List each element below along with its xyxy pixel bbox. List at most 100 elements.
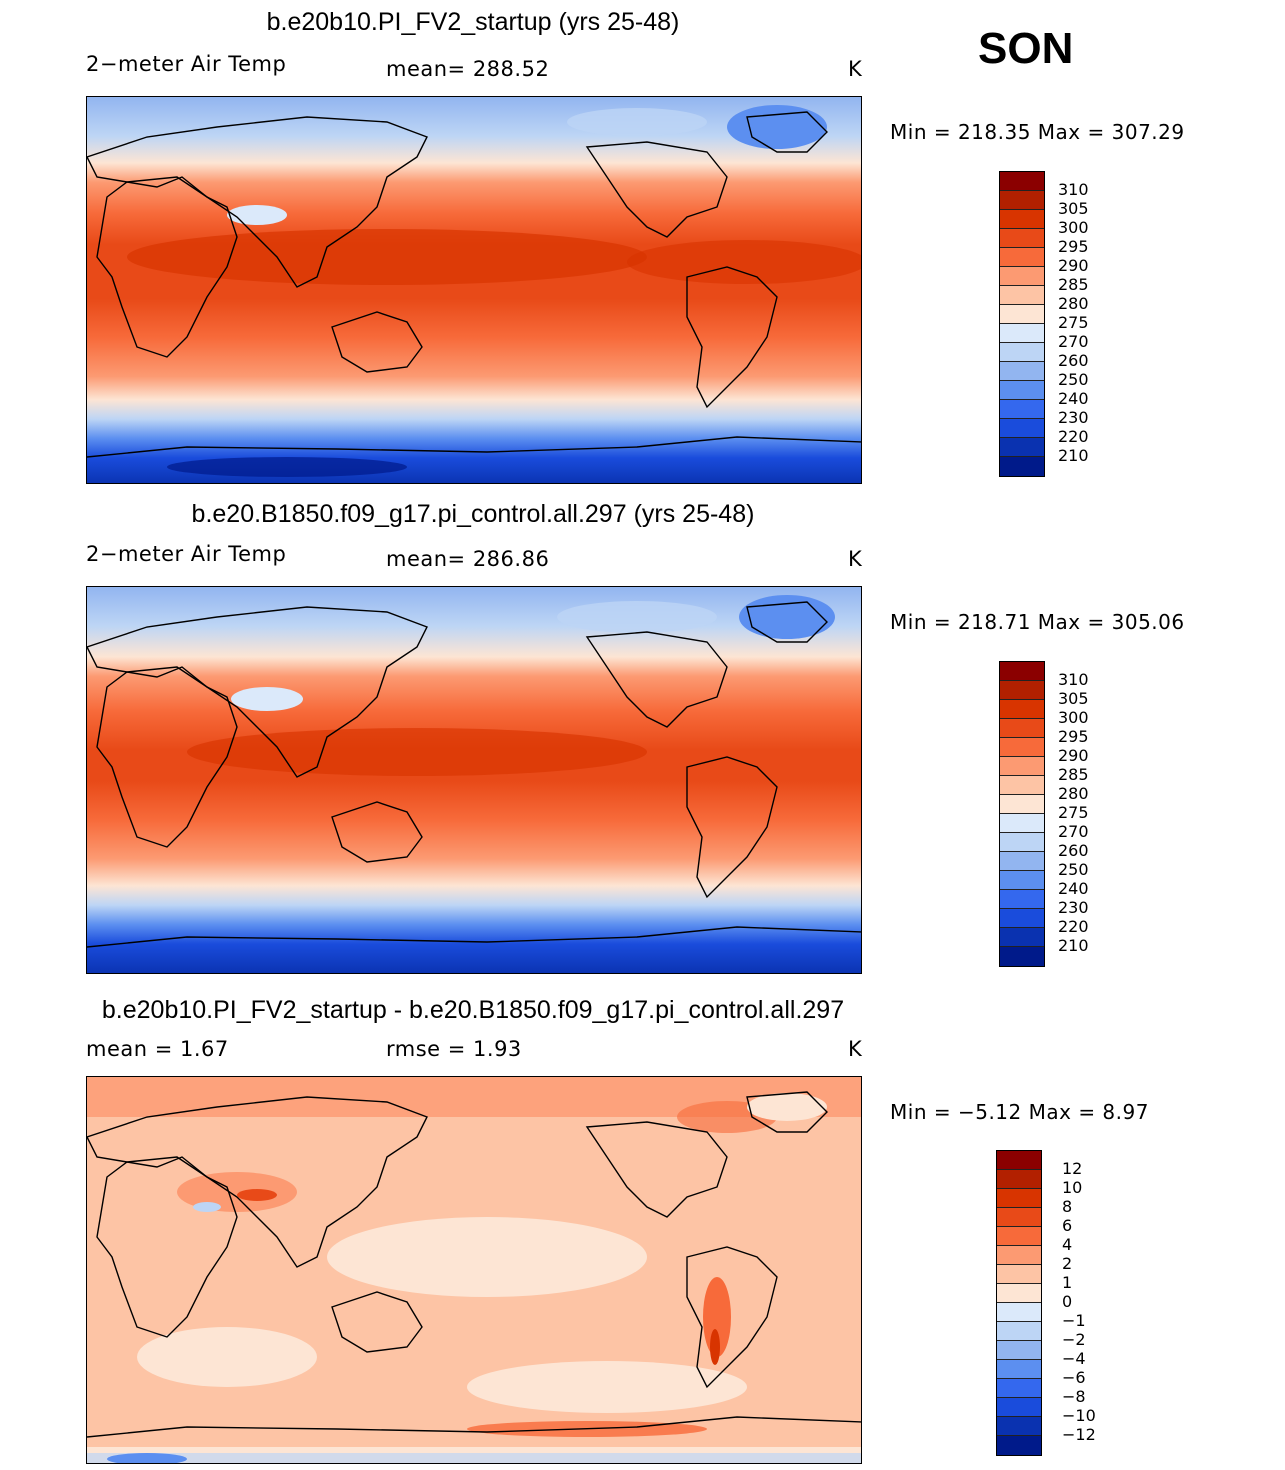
colorbar-swatch	[997, 1341, 1041, 1360]
colorbar-swatch	[1000, 947, 1044, 966]
colorbar-tick-label: 270	[1058, 332, 1089, 351]
panel-3-map	[86, 1076, 862, 1464]
colorbar-tick-label: 260	[1058, 841, 1089, 860]
colorbar-swatch	[997, 1398, 1041, 1417]
colorbar-swatch	[997, 1417, 1041, 1436]
colorbar-swatch	[1000, 457, 1044, 476]
colorbar-swatch	[1000, 757, 1044, 776]
panel-2-title: b.e20.B1850.f09_g17.pi_control.all.297 (…	[191, 500, 755, 528]
colorbar-tick-label: −1	[1062, 1311, 1086, 1330]
panel-2-variable-label: 2−meter Air Temp	[86, 542, 287, 566]
colorbar-tick-label: 305	[1058, 689, 1089, 708]
panel-1-temperature-field	[87, 97, 861, 483]
colorbar-swatch	[1000, 362, 1044, 381]
colorbar-swatch	[997, 1303, 1041, 1322]
colorbar-swatch	[1000, 871, 1044, 890]
colorbar-swatch	[997, 1246, 1041, 1265]
colorbar-swatch	[1000, 738, 1044, 757]
colorbar-tick-label: 285	[1058, 275, 1089, 294]
colorbar-swatch	[1000, 719, 1044, 738]
colorbar-tick-label: 300	[1058, 218, 1089, 237]
panel-3-rmse-label: rmse = 1.93	[386, 1037, 522, 1061]
colorbar-swatch	[997, 1151, 1041, 1170]
colorbar-swatch	[1000, 776, 1044, 795]
colorbar-tick-label: 250	[1058, 860, 1089, 879]
colorbar-swatch	[997, 1170, 1041, 1189]
panel-3-units: K	[848, 1037, 863, 1061]
colorbar-tick-label: 210	[1058, 446, 1089, 465]
colorbar-swatch	[1000, 795, 1044, 814]
colorbar-tick-label: 270	[1058, 822, 1089, 841]
colorbar-tick-label: 12	[1062, 1159, 1083, 1178]
panel-3-mean-label: mean = 1.67	[86, 1037, 229, 1061]
colorbar-tick-label: −12	[1062, 1425, 1096, 1444]
colorbar-tick-label: 295	[1058, 237, 1089, 256]
colorbar-tick-label: 295	[1058, 727, 1089, 746]
panel-3-title: b.e20b10.PI_FV2_startup - b.e20.B1850.f0…	[101, 996, 845, 1024]
panel-2-minmax: Min = 218.71 Max = 305.06	[890, 610, 1185, 634]
colorbar-swatch	[1000, 191, 1044, 210]
colorbar-tick-label: 220	[1058, 917, 1089, 936]
colorbar-tick-label: 260	[1058, 351, 1089, 370]
colorbar-swatch	[997, 1436, 1041, 1455]
colorbar-tick-label: −10	[1062, 1406, 1096, 1425]
panel-1-title: b.e20b10.PI_FV2_startup (yrs 25-48)	[266, 8, 680, 36]
season-label: SON	[978, 24, 1074, 73]
panel-2-colorbar	[999, 661, 1045, 967]
colorbar-tick-label: 290	[1058, 746, 1089, 765]
colorbar-tick-label: −8	[1062, 1387, 1086, 1406]
colorbar-tick-label: 310	[1058, 670, 1089, 689]
panel-1-variable-label: 2−meter Air Temp	[86, 52, 287, 76]
colorbar-tick-label: 240	[1058, 879, 1089, 898]
panel-2-mean-label: mean= 286.86	[386, 547, 550, 571]
colorbar-swatch	[997, 1360, 1041, 1379]
colorbar-tick-label: 305	[1058, 199, 1089, 218]
colorbar-tick-label: 230	[1058, 408, 1089, 427]
colorbar-tick-label: 2	[1062, 1254, 1073, 1273]
colorbar-swatch	[1000, 381, 1044, 400]
colorbar-tick-label: 280	[1058, 294, 1089, 313]
panel-1-units: K	[848, 57, 863, 81]
panel-3-minmax: Min = −5.12 Max = 8.97	[890, 1100, 1149, 1124]
colorbar-tick-label: 230	[1058, 898, 1089, 917]
colorbar-swatch	[1000, 305, 1044, 324]
panel-2-temperature-field	[87, 587, 861, 973]
colorbar-tick-label: 280	[1058, 784, 1089, 803]
panel-3-colorbar	[996, 1150, 1042, 1456]
colorbar-tick-label: 240	[1058, 389, 1089, 408]
colorbar-swatch	[1000, 438, 1044, 457]
colorbar-tick-label: 250	[1058, 370, 1089, 389]
panel-1-mean-label: mean= 288.52	[386, 57, 550, 81]
colorbar-swatch	[1000, 833, 1044, 852]
colorbar-tick-label: 220	[1058, 427, 1089, 446]
colorbar-swatch	[1000, 324, 1044, 343]
colorbar-tick-label: 1	[1062, 1273, 1073, 1292]
colorbar-swatch	[997, 1189, 1041, 1208]
colorbar-tick-label: 210	[1058, 936, 1089, 955]
colorbar-tick-label: 8	[1062, 1197, 1073, 1216]
colorbar-tick-label: −4	[1062, 1349, 1086, 1368]
panel-1-colorbar	[999, 171, 1045, 477]
colorbar-swatch	[1000, 343, 1044, 362]
colorbar-swatch	[1000, 267, 1044, 286]
colorbar-tick-label: 290	[1058, 256, 1089, 275]
colorbar-swatch	[1000, 928, 1044, 947]
colorbar-swatch	[997, 1227, 1041, 1246]
colorbar-swatch	[1000, 909, 1044, 928]
colorbar-swatch	[1000, 662, 1044, 681]
panel-1-minmax: Min = 218.35 Max = 307.29	[890, 120, 1185, 144]
colorbar-swatch	[997, 1322, 1041, 1341]
colorbar-tick-label: 300	[1058, 708, 1089, 727]
colorbar-tick-label: 4	[1062, 1235, 1073, 1254]
colorbar-tick-label: −6	[1062, 1368, 1086, 1387]
colorbar-swatch	[1000, 681, 1044, 700]
colorbar-swatch	[997, 1208, 1041, 1227]
colorbar-swatch	[997, 1284, 1041, 1303]
colorbar-tick-label: 0	[1062, 1292, 1073, 1311]
colorbar-tick-label: 275	[1058, 803, 1089, 822]
colorbar-swatch	[997, 1379, 1041, 1398]
colorbar-swatch	[1000, 890, 1044, 909]
colorbar-tick-label: 285	[1058, 765, 1089, 784]
colorbar-tick-label: 275	[1058, 313, 1089, 332]
panel-2-map	[86, 586, 862, 974]
